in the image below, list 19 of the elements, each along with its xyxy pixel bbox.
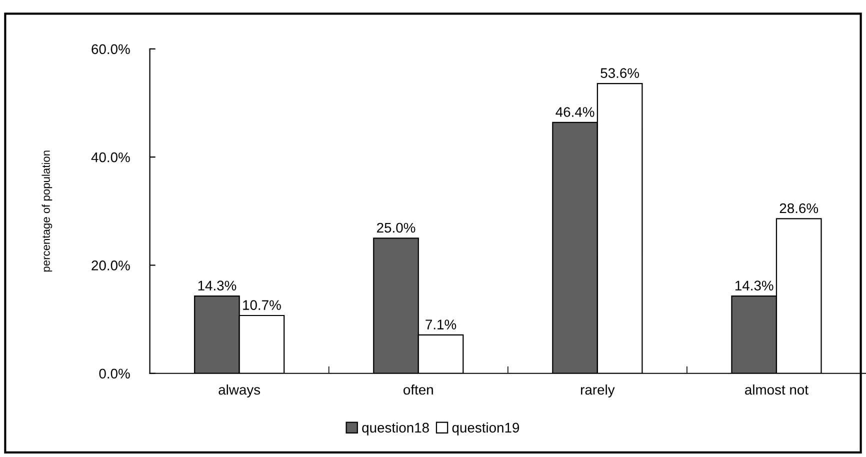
y-tick-label: 0.0% — [99, 368, 130, 379]
x-tick-label: rarely — [580, 384, 615, 398]
text: 53.6% — [600, 68, 640, 78]
text: 14.3% — [198, 280, 236, 291]
text: 10.7% — [243, 300, 281, 310]
x-tick-label: always — [218, 384, 260, 398]
text: 25.0% — [377, 222, 416, 233]
text: 14.3% — [735, 280, 774, 291]
legend-label: question18 — [362, 422, 429, 436]
x-tick-label: often — [404, 384, 433, 395]
legend-label: question19 — [452, 422, 520, 436]
text: 46.4% — [556, 107, 594, 117]
y-tick-label: 20.0% — [92, 260, 130, 270]
y-tick-label: 40.0% — [91, 152, 130, 162]
text: 28.6% — [780, 203, 818, 214]
x-tick-label: almost not — [745, 384, 808, 395]
y-tick-label: 60.0% — [92, 44, 130, 54]
y-axis-title: percentage of population — [42, 150, 52, 272]
text: 7.1% — [426, 320, 456, 330]
